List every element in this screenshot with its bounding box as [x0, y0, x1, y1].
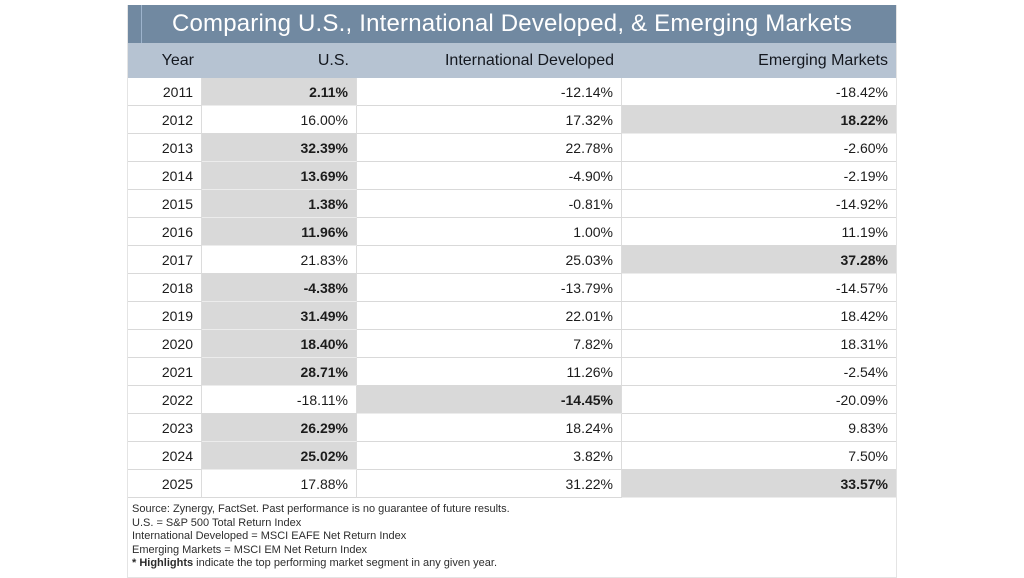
- intl-value-cell: 25.03%: [357, 246, 622, 274]
- year-cell: 2013: [128, 134, 202, 162]
- em-value-cell: -20.09%: [622, 386, 896, 414]
- us-value-cell: 11.96%: [202, 218, 357, 246]
- us-value-cell: 17.88%: [202, 470, 357, 498]
- year-cell: 2024: [128, 442, 202, 470]
- us-value-cell: 2.11%: [202, 78, 357, 106]
- intl-value-cell: -4.90%: [357, 162, 622, 190]
- table-row: 2013 32.39% 22.78% -2.60%: [128, 134, 896, 162]
- em-value-cell: -14.57%: [622, 274, 896, 302]
- em-value-cell: 7.50%: [622, 442, 896, 470]
- em-value-cell: 37.28%: [622, 246, 896, 274]
- table-row: 2017 21.83% 25.03% 37.28%: [128, 246, 896, 274]
- table-title: Comparing U.S., International Developed,…: [171, 10, 853, 37]
- table-row: 2014 13.69% -4.90% -2.19%: [128, 162, 896, 190]
- em-value-cell: -2.60%: [622, 134, 896, 162]
- em-value-cell: -14.92%: [622, 190, 896, 218]
- market-comparison-card: Comparing U.S., International Developed,…: [127, 5, 897, 578]
- intl-value-cell: -12.14%: [357, 78, 622, 106]
- table-title-bar: Comparing U.S., International Developed,…: [128, 5, 896, 43]
- us-value-cell: -4.38%: [202, 274, 357, 302]
- em-value-cell: -18.42%: [622, 78, 896, 106]
- table-row: 2025 17.88% 31.22% 33.57%: [128, 470, 896, 498]
- intl-value-cell: 1.00%: [357, 218, 622, 246]
- table-row: 2012 16.00% 17.32% 18.22%: [128, 106, 896, 134]
- table-row: 2018 -4.38% -13.79% -14.57%: [128, 274, 896, 302]
- em-value-cell: 33.57%: [622, 470, 896, 498]
- intl-value-cell: 22.01%: [357, 302, 622, 330]
- year-cell: 2017: [128, 246, 202, 274]
- table-row: 2021 28.71% 11.26% -2.54%: [128, 358, 896, 386]
- header-intl-developed: International Developed: [444, 51, 614, 69]
- intl-value-cell: 31.22%: [357, 470, 622, 498]
- year-cell: 2021: [128, 358, 202, 386]
- table-row: 2024 25.02% 3.82% 7.50%: [128, 442, 896, 470]
- intl-value-cell: -13.79%: [357, 274, 622, 302]
- em-value-cell: -2.19%: [622, 162, 896, 190]
- footnote-line: * Highlights indicate the top performing…: [132, 557, 497, 570]
- us-value-cell: 13.69%: [202, 162, 357, 190]
- us-value-cell: 1.38%: [202, 190, 357, 218]
- us-value-cell: 26.29%: [202, 414, 357, 442]
- us-value-cell: 31.49%: [202, 302, 357, 330]
- table-row: 2011 2.11% -12.14% -18.42%: [128, 78, 896, 106]
- year-cell: 2015: [128, 190, 202, 218]
- us-value-cell: 32.39%: [202, 134, 357, 162]
- em-value-cell: 18.31%: [622, 330, 896, 358]
- intl-value-cell: 7.82%: [357, 330, 622, 358]
- us-value-cell: 25.02%: [202, 442, 357, 470]
- intl-value-cell: 22.78%: [357, 134, 622, 162]
- intl-value-cell: 3.82%: [357, 442, 622, 470]
- table-row: 2022 -18.11% -14.45% -20.09%: [128, 386, 896, 414]
- header-us: U.S.: [317, 51, 349, 69]
- footnote-line: International Developed = MSCI EAFE Net …: [132, 530, 407, 543]
- footnote-line: U.S. = S&P 500 Total Return Index: [132, 516, 302, 529]
- us-value-cell: -18.11%: [202, 386, 357, 414]
- table-header-row: Year U.S. International Developed Emergi…: [128, 43, 896, 78]
- em-value-cell: 9.83%: [622, 414, 896, 442]
- table-row: 2019 31.49% 22.01% 18.42%: [128, 302, 896, 330]
- year-cell: 2014: [128, 162, 202, 190]
- footnote-line: Source: Zynergy, FactSet. Past performan…: [132, 503, 510, 515]
- em-value-cell: 11.19%: [622, 218, 896, 246]
- year-cell: 2020: [128, 330, 202, 358]
- us-value-cell: 28.71%: [202, 358, 357, 386]
- em-value-cell: 18.22%: [622, 106, 896, 134]
- footnotes: Source: Zynergy, FactSet. Past performan…: [128, 498, 896, 577]
- year-cell: 2022: [128, 386, 202, 414]
- table-row: 2020 18.40% 7.82% 18.31%: [128, 330, 896, 358]
- year-cell: 2011: [128, 78, 202, 106]
- intl-value-cell: -0.81%: [357, 190, 622, 218]
- table-row: 2023 26.29% 18.24% 9.83%: [128, 414, 896, 442]
- year-cell: 2012: [128, 106, 202, 134]
- year-cell: 2018: [128, 274, 202, 302]
- year-cell: 2019: [128, 302, 202, 330]
- table-body: 2011 2.11% -12.14% -18.42% 2012 16.00% 17.32% 1…: [128, 78, 896, 498]
- us-value-cell: 21.83%: [202, 246, 357, 274]
- us-value-cell: 16.00%: [202, 106, 357, 134]
- us-value-cell: 18.40%: [202, 330, 357, 358]
- header-emerging-markets: Emerging Markets: [758, 51, 888, 69]
- intl-value-cell: -14.45%: [357, 386, 622, 414]
- footnote-line: Emerging Markets = MSCI EM Net Return In…: [132, 543, 368, 556]
- em-value-cell: 18.42%: [622, 302, 896, 330]
- year-cell: 2025: [128, 470, 202, 498]
- title-divider-line: [141, 5, 142, 43]
- year-cell: 2016: [128, 218, 202, 246]
- year-cell: 2023: [128, 414, 202, 442]
- table-row: 2016 11.96% 1.00% 11.19%: [128, 218, 896, 246]
- intl-value-cell: 17.32%: [357, 106, 622, 134]
- table-row: 2015 1.38% -0.81% -14.92%: [128, 190, 896, 218]
- intl-value-cell: 11.26%: [357, 358, 622, 386]
- em-value-cell: -2.54%: [622, 358, 896, 386]
- intl-value-cell: 18.24%: [357, 414, 622, 442]
- header-year: Year: [161, 51, 194, 69]
